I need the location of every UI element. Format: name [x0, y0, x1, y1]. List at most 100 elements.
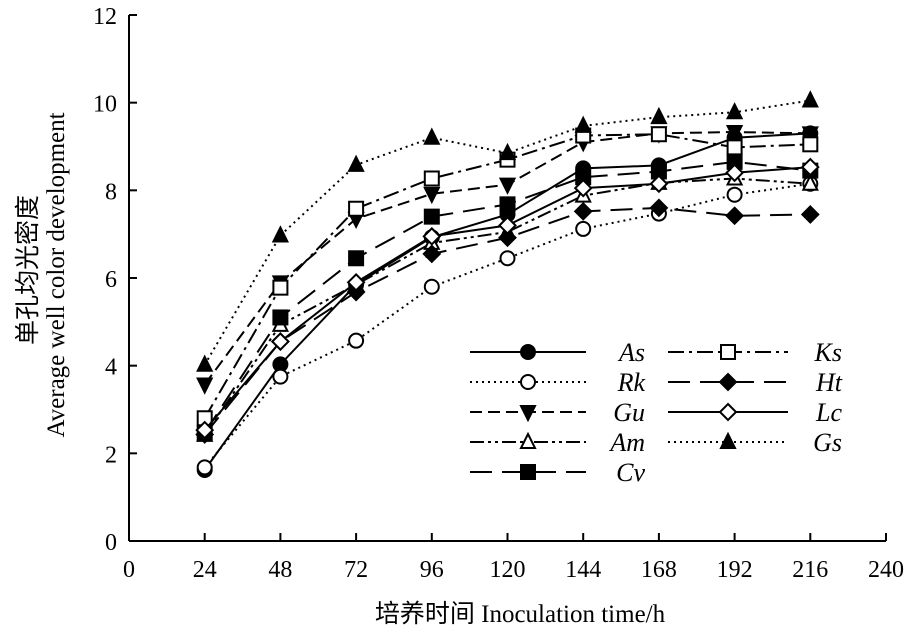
x-tick-label: 24 [193, 557, 217, 583]
data-point [499, 250, 516, 267]
x-tick-label: 0 [123, 557, 135, 583]
data-point [270, 332, 290, 351]
legend-label: Gs [813, 428, 842, 457]
legend-label: Gu [613, 398, 645, 427]
x-tick-label: 96 [420, 557, 444, 583]
legend-marker [520, 344, 536, 360]
data-point [347, 154, 365, 172]
data-point [801, 90, 819, 108]
data-point [649, 198, 669, 218]
data-point [575, 220, 592, 237]
data-point [346, 282, 366, 302]
data-point [573, 178, 593, 198]
x-tick-label: 168 [641, 557, 677, 583]
data-point [422, 226, 442, 246]
series-line [203, 99, 811, 366]
data-point [272, 309, 289, 326]
x-tick-label: 72 [344, 557, 368, 583]
data-point [499, 196, 516, 213]
data-point [423, 170, 440, 187]
data-point [348, 332, 365, 349]
legend-item-cv: Cv [470, 458, 645, 487]
data-point [802, 136, 819, 153]
data-point [800, 205, 820, 224]
data-point [498, 215, 517, 235]
data-point [196, 459, 213, 476]
data-point [423, 278, 440, 295]
y-tick-label: 6 [105, 267, 117, 293]
data-point [650, 106, 668, 125]
series-line [203, 133, 811, 419]
data-point [498, 177, 517, 195]
data-point [423, 186, 441, 205]
legend-item-ks: Ks [668, 338, 842, 367]
y-axis-title-en: Average well color development [43, 112, 70, 437]
legend-label: Ks [814, 338, 842, 367]
data-point [800, 157, 820, 177]
y-axis-title-cn: 单孔均光密度 [14, 195, 42, 345]
data-point [272, 368, 289, 385]
x-ticks: 0 24 48 72 96 120 144 168 192 216 240 [123, 533, 904, 583]
legend-marker [718, 402, 738, 422]
y-tick-label: 2 [105, 442, 117, 468]
x-tick-label: 240 [868, 557, 904, 583]
data-point [348, 200, 365, 217]
data-point [725, 163, 745, 183]
data-point [725, 125, 744, 143]
y-tick-label: 0 [105, 530, 117, 556]
legend-marker [520, 464, 536, 480]
series-gs [196, 90, 819, 372]
data-point [423, 127, 441, 145]
data-point [573, 201, 593, 221]
y-ticks: 0 2 4 6 8 10 12 [93, 4, 137, 556]
legend-marker [719, 431, 737, 449]
legend-marker [520, 374, 536, 390]
y-tick-label: 8 [105, 179, 117, 205]
data-point [423, 208, 440, 225]
data-point [801, 173, 819, 191]
x-tick-label: 120 [490, 557, 526, 583]
data-point [348, 250, 365, 267]
data-point [196, 354, 214, 372]
legend-marker [519, 431, 537, 449]
data-point [801, 126, 819, 144]
x-tick-label: 192 [717, 557, 753, 583]
legend-item-as: As [470, 338, 645, 367]
series-line [203, 177, 811, 436]
x-axis-title: 培养时间 Inoculation time/h [375, 600, 666, 628]
legend-label: Cv [616, 458, 645, 487]
data-point [725, 102, 744, 120]
x-tick-label: 48 [268, 557, 292, 583]
data-point [272, 279, 289, 296]
data-point [498, 228, 517, 248]
data-point [649, 174, 669, 194]
data-point [725, 206, 745, 226]
data-point [422, 244, 442, 264]
data-point [650, 126, 667, 143]
legend-label: As [617, 338, 645, 367]
legend-marker [720, 344, 736, 360]
data-point [726, 186, 743, 203]
data-point [498, 142, 517, 161]
y-tick-label: 4 [105, 355, 117, 381]
series-lc [195, 157, 820, 440]
legend-item-ht: Ht [668, 368, 843, 397]
data-point [271, 225, 290, 243]
data-point [726, 139, 743, 156]
legend-marker [519, 405, 537, 423]
legend-label: Ht [815, 368, 843, 397]
legend-item-rk: Rk [470, 368, 645, 397]
y-tick-label: 10 [93, 92, 117, 118]
legend-item-lc: Lc [668, 398, 842, 427]
data-point [195, 420, 215, 440]
legend-item-am: Am [470, 428, 645, 457]
x-tick-label: 144 [565, 557, 601, 583]
legend-label: Lc [815, 398, 842, 427]
legend-marker [718, 372, 738, 392]
legend-item-gs: Gs [668, 428, 842, 457]
series-layer [195, 90, 820, 478]
legend-label: Am [608, 428, 645, 457]
